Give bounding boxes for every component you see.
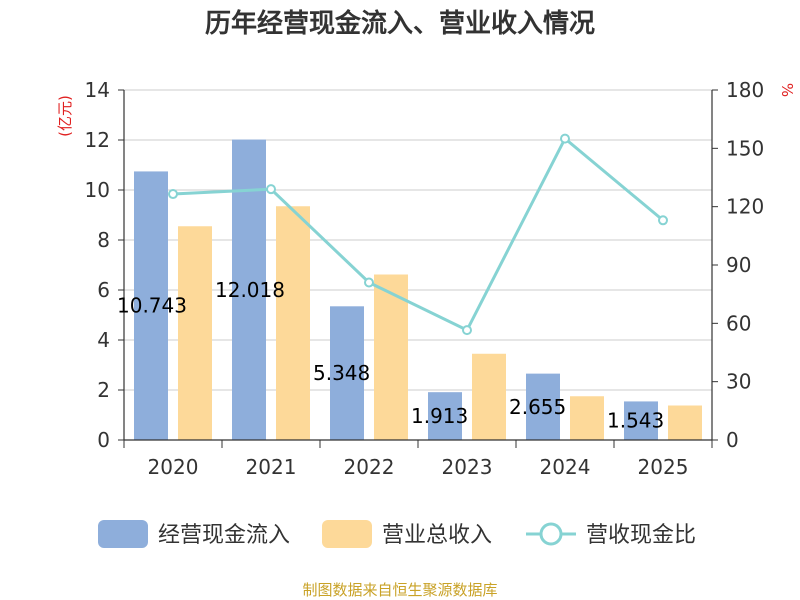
bar-value-label: 1.543 <box>607 409 664 433</box>
bar-value-labels: 10.743 12.018 5.348 1.913 2.655 1.543 <box>117 278 664 433</box>
right-tick-label: 0 <box>726 428 739 452</box>
bar-value-label: 5.348 <box>313 361 370 385</box>
right-tick-label: 60 <box>726 311 751 335</box>
legend-label: 营业总收入 <box>382 523 492 548</box>
grid-lines <box>124 89 712 391</box>
right-tick-label: 120 <box>726 195 764 219</box>
left-tick-label: 14 <box>85 78 110 102</box>
x-tick-label: 2022 <box>344 455 395 479</box>
left-tick-label: 12 <box>85 128 110 152</box>
ratio-point <box>560 133 570 144</box>
x-tick-label: 2021 <box>246 455 297 479</box>
legend-swatch <box>322 520 372 548</box>
legend: 经营现金流入 营业总收入 营收现金比 <box>98 520 696 548</box>
right-tick-label: 30 <box>726 370 751 394</box>
left-tick-label: 8 <box>97 228 110 252</box>
bar-cash-inflow <box>428 392 462 440</box>
ratio-point <box>168 189 178 200</box>
ratio-point <box>266 184 276 195</box>
right-tick-label: 180 <box>726 78 764 102</box>
ratio-point <box>364 277 374 288</box>
bar-revenue <box>668 405 702 440</box>
ratio-line <box>172 136 664 333</box>
legend-label: 经营现金流入 <box>158 523 290 548</box>
ratio-point <box>462 325 472 336</box>
x-tick-label: 2020 <box>148 455 199 479</box>
bar-revenue <box>570 396 604 440</box>
left-axis-unit: (亿元) <box>56 95 74 137</box>
line-series <box>168 133 668 336</box>
bar-value-label: 10.743 <box>117 294 187 318</box>
bar-cash-inflow <box>526 373 560 440</box>
bar-cash-inflow <box>624 401 658 440</box>
left-tick-label: 6 <box>97 278 110 302</box>
bar-revenue <box>374 274 408 440</box>
left-tick-label: 4 <box>97 328 110 352</box>
ratio-point <box>658 215 668 226</box>
left-tick-label: 0 <box>97 428 110 452</box>
bar-revenue <box>276 206 310 440</box>
bar-value-label: 1.913 <box>411 404 468 428</box>
legend-swatch <box>98 520 148 548</box>
left-tick-label: 10 <box>85 178 110 202</box>
bar-cash-inflow <box>330 306 364 440</box>
right-tick-label: 150 <box>726 136 764 160</box>
left-tick-label: 2 <box>97 378 110 402</box>
bar-revenue <box>472 353 506 440</box>
x-tick-label: 2024 <box>540 455 591 479</box>
bar-value-label: 12.018 <box>215 278 285 302</box>
x-tick-label: 2025 <box>638 455 689 479</box>
right-axis-unit: % <box>778 83 796 97</box>
chart-title: 历年经营现金流入、营业收入情况 <box>205 8 595 39</box>
right-tick-label: 90 <box>726 253 751 277</box>
bar-cash-inflow <box>134 171 168 441</box>
x-tick-label: 2023 <box>442 455 493 479</box>
legend-label: 营收现金比 <box>586 523 696 548</box>
legend-marker <box>539 522 563 546</box>
axes: 0 2 4 6 8 10 12 14 0 30 60 90 120 150 180 2020 2021 2022 2… <box>85 78 765 479</box>
bar-value-label: 2.655 <box>509 395 566 419</box>
footer-source: 制图数据来自恒生聚源数据库 <box>302 581 497 599</box>
bar-revenue <box>178 226 212 440</box>
